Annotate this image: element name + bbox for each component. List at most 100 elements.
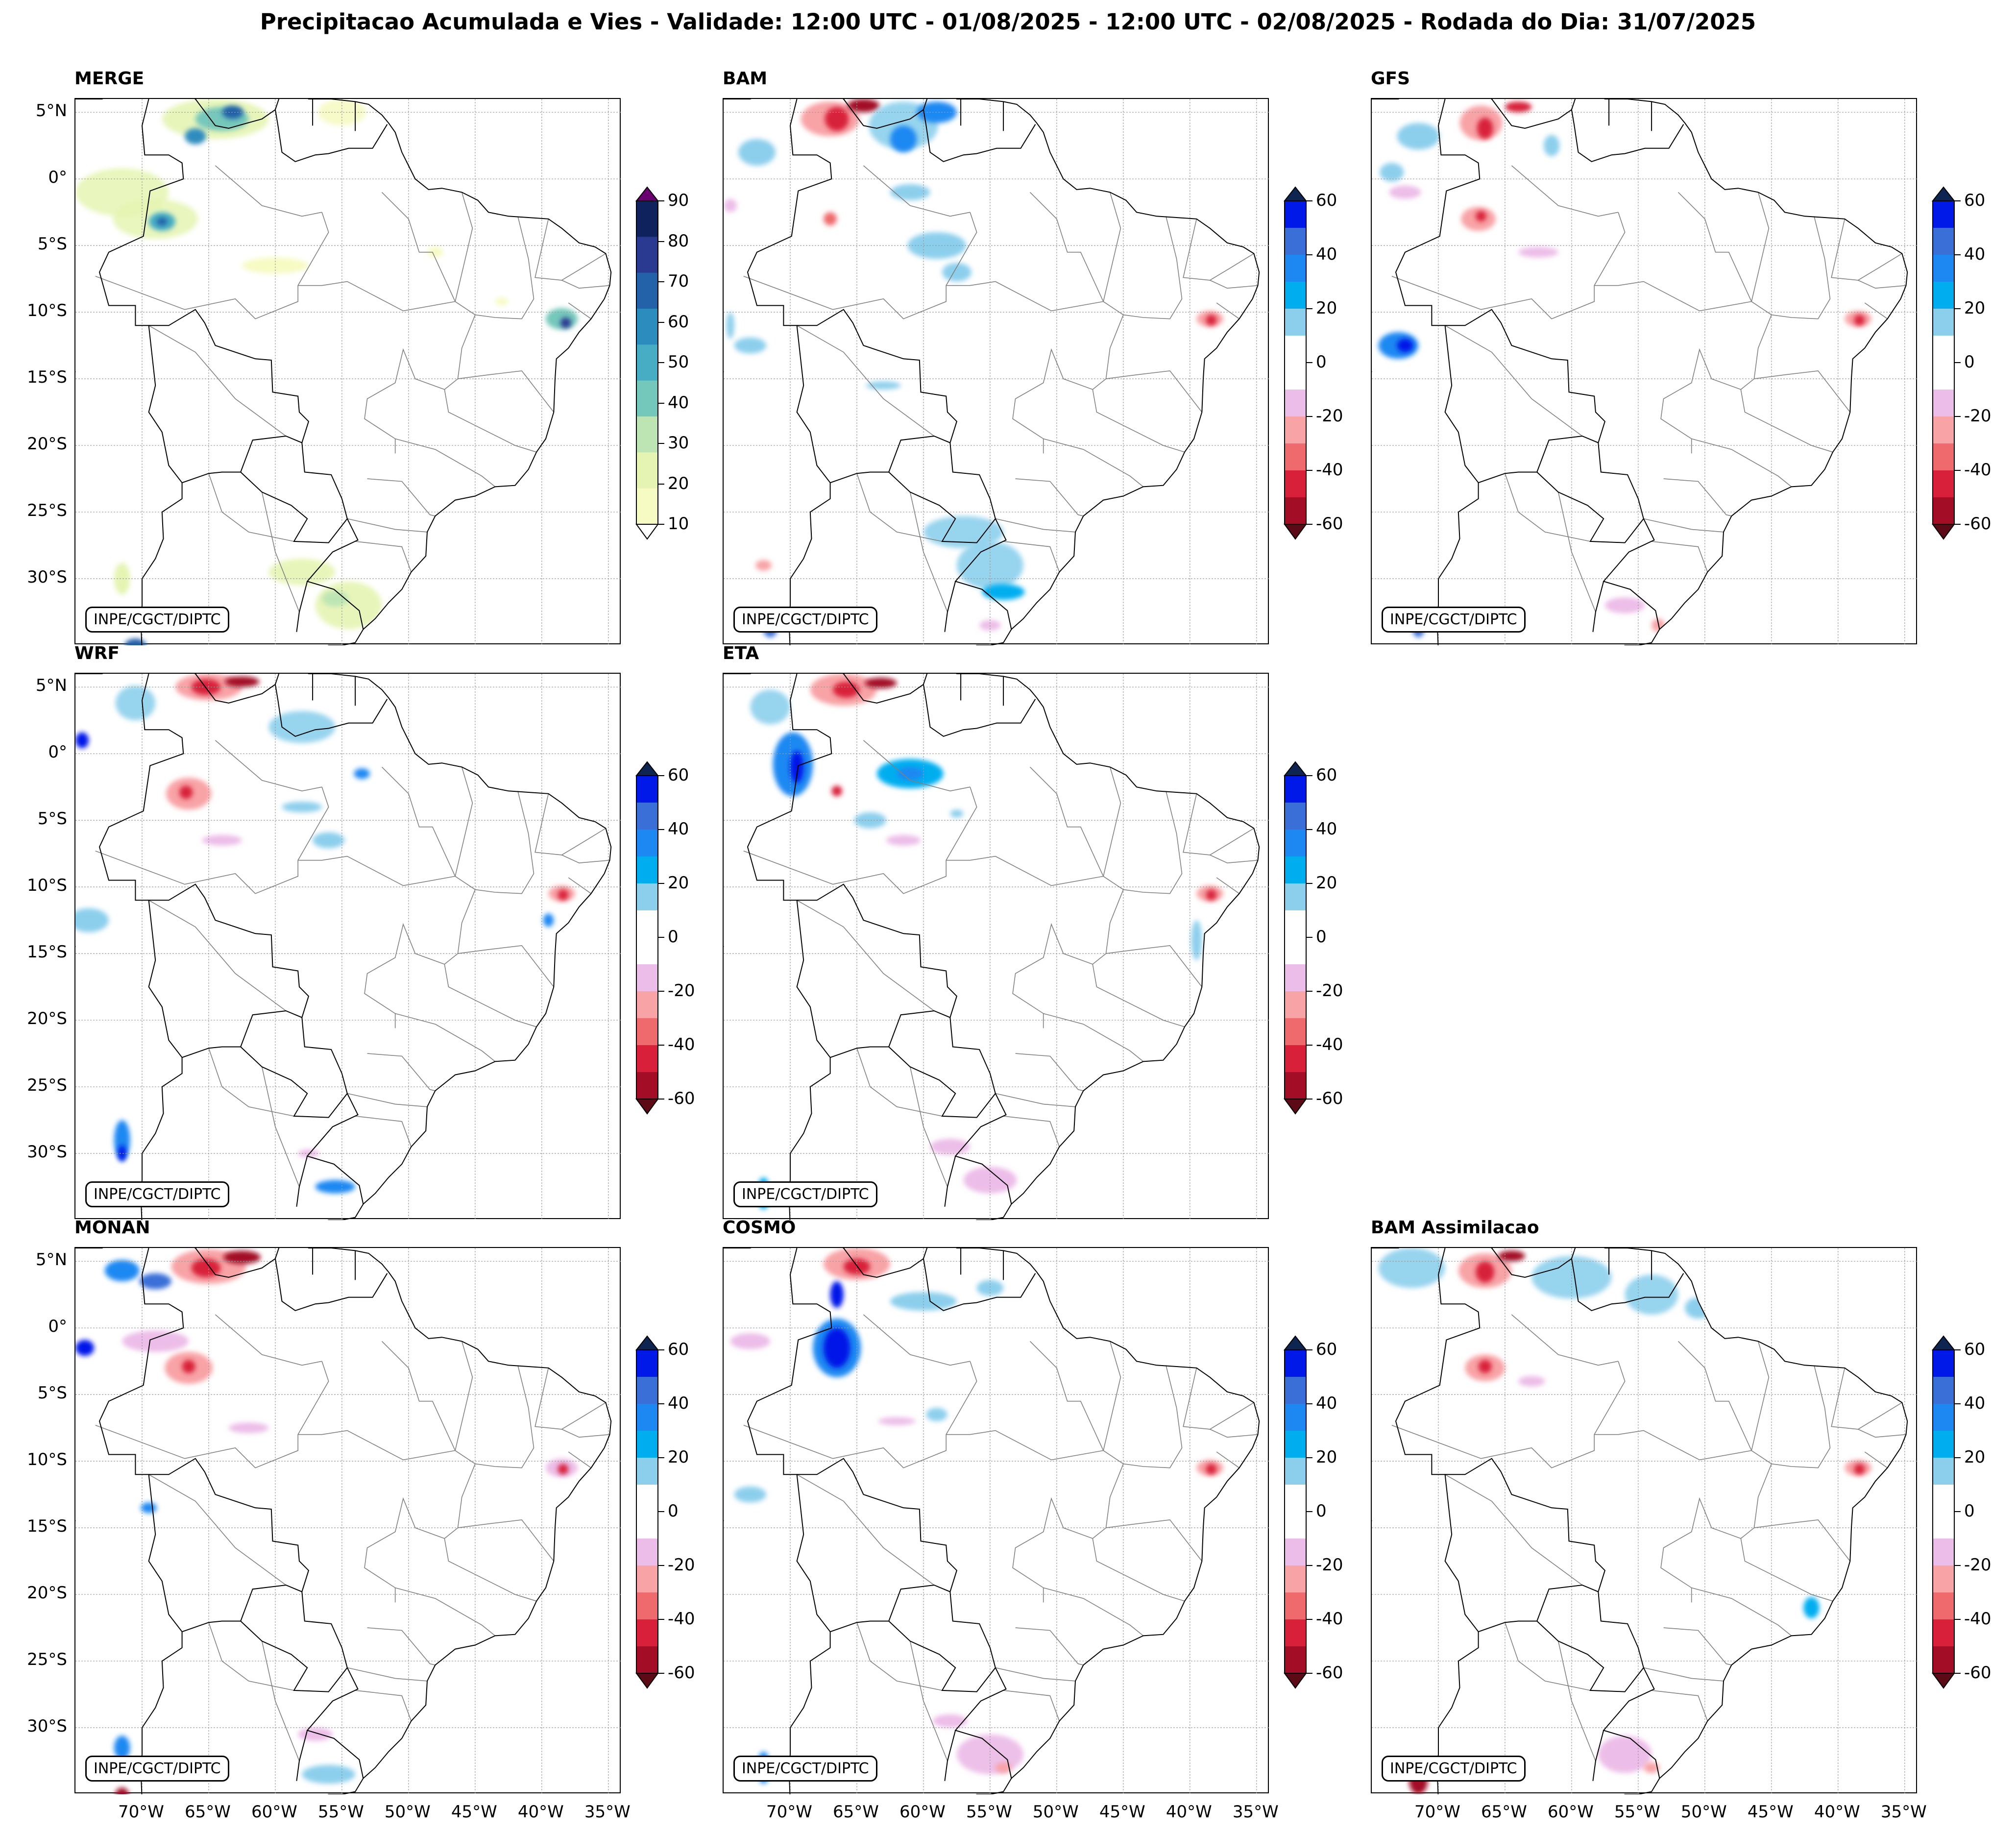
- precip-area: [313, 832, 345, 849]
- colorbar-tick: [1955, 308, 1961, 309]
- gridlines: [75, 674, 622, 1220]
- colorbar-segment: [636, 1619, 658, 1647]
- colorbar-tick: [1955, 1403, 1961, 1404]
- state-borders: [1391, 165, 1906, 612]
- lon-label: 70°W: [1414, 1802, 1460, 1822]
- colorbar-segment: [636, 776, 658, 803]
- colorbar-segment: [1285, 991, 1306, 1019]
- colorbar-segment: [1933, 1646, 1954, 1674]
- colorbar-tick-label: 0: [1964, 1501, 1975, 1521]
- colorbar-tick-label: 60: [668, 765, 689, 785]
- colorbar-max-arrow: [635, 1335, 659, 1350]
- colorbar-segment: [636, 380, 658, 417]
- colorbar-tick: [658, 281, 664, 282]
- country-borders: [1395, 1248, 1684, 1794]
- precip-area: [354, 768, 370, 779]
- state-borders: [1391, 1314, 1906, 1761]
- colorbar-segment: [1285, 1377, 1306, 1404]
- lat-label: 5°S: [37, 234, 67, 254]
- precip-area: [1380, 163, 1404, 182]
- lon-label: 50°W: [1680, 1802, 1727, 1822]
- colorbar-segment: [1285, 1646, 1306, 1674]
- colorbar-tick-label: -20: [668, 981, 695, 1001]
- colorbar-tick-label: 60: [668, 312, 689, 332]
- panel-title: BAM: [723, 69, 768, 89]
- gridlines: [1372, 1248, 1918, 1794]
- precip-area: [926, 1408, 947, 1421]
- country-borders: [98, 1248, 388, 1794]
- colorbar-segment: [636, 1565, 658, 1593]
- lon-label: 35°W: [1880, 1802, 1927, 1822]
- colorbar-tick: [658, 362, 664, 363]
- colorbar-segment: [1933, 1539, 1954, 1566]
- colorbar-min-arrow: [635, 524, 659, 540]
- colorbar-tick-label: -60: [668, 1663, 695, 1683]
- map-bam: INPE/CGCT/DIPTC: [723, 98, 1270, 645]
- precip-area: [1803, 1597, 1820, 1619]
- map-bamassim: INPE/CGCT/DIPTC: [1371, 1247, 1918, 1794]
- precip-area: [115, 1787, 129, 1794]
- colorbar-segment: [1285, 1018, 1306, 1046]
- precip-area: [734, 1486, 767, 1503]
- colorbar-tick: [658, 402, 664, 404]
- panel-title: ETA: [723, 643, 759, 663]
- map-cosmo: INPE/CGCT/DIPTC: [723, 1247, 1270, 1794]
- coastline: [1372, 1248, 1908, 1794]
- colorbar-segment: [1285, 1431, 1306, 1458]
- colorbar-tick-label: -20: [1316, 981, 1343, 1001]
- colorbar-segment: [1285, 1350, 1306, 1377]
- colorbar-segment: [636, 910, 658, 938]
- colorbar-tick-label: -40: [1964, 1609, 1992, 1629]
- lon-label: 45°W: [451, 1802, 497, 1822]
- precip-area: [1643, 1762, 1660, 1773]
- precip-area: [738, 139, 776, 166]
- colorbar-tick-label: 60: [1964, 1340, 1986, 1359]
- colorbar: [635, 761, 659, 1118]
- colorbar-tick: [1307, 416, 1312, 417]
- colorbar-tick: [658, 1403, 664, 1404]
- precip-area: [315, 1180, 356, 1194]
- colorbar-min-arrow: [635, 1099, 659, 1115]
- precip-area: [298, 1728, 333, 1741]
- credit-label: INPE/CGCT/DIPTC: [85, 1756, 229, 1782]
- colorbar-segment: [1285, 1072, 1306, 1100]
- colorbar-tick: [1307, 883, 1312, 884]
- colorbar-segment: [636, 883, 658, 911]
- colorbar-tick: [1955, 1457, 1961, 1458]
- panel-title: MERGE: [74, 69, 145, 89]
- colorbar-segment: [1285, 497, 1306, 525]
- precip-area: [75, 1340, 95, 1356]
- colorbar-segment: [1933, 282, 1954, 309]
- colorbar-tick: [658, 883, 664, 884]
- colorbar-tick: [1955, 416, 1961, 417]
- lon-label: 55°W: [966, 1802, 1012, 1822]
- coastline: [75, 99, 612, 645]
- colorbar-segment: [1285, 1539, 1306, 1566]
- colorbar-tick-label: -20: [1964, 406, 1992, 426]
- colorbar-tick: [1307, 524, 1312, 525]
- colorbar-max-arrow: [1931, 186, 1956, 201]
- colorbar-tick-label: 60: [1964, 191, 1986, 210]
- panel-title: BAM Assimilacao: [1371, 1218, 1539, 1238]
- colorbar-tick-label: 10: [668, 514, 689, 534]
- colorbar-tick-label: 60: [1316, 765, 1337, 785]
- lon-label: 60°W: [1547, 1802, 1594, 1822]
- colorbar-min-arrow: [1284, 1673, 1307, 1689]
- precip-area: [75, 732, 89, 749]
- precip-area: [139, 1273, 171, 1290]
- colorbar-tick: [1307, 775, 1312, 776]
- lon-label: 60°W: [899, 1802, 946, 1822]
- coastline: [724, 1248, 1260, 1794]
- lon-label: 40°W: [1166, 1802, 1212, 1822]
- colorbar-tick: [658, 1457, 664, 1458]
- colorbar-tick: [658, 241, 664, 242]
- colorbar-tick: [658, 829, 664, 830]
- colorbar-tick-label: -40: [1316, 460, 1343, 480]
- colorbar-segment: [636, 201, 658, 237]
- credit-label: INPE/CGCT/DIPTC: [85, 1181, 229, 1207]
- precip-area: [543, 913, 554, 927]
- lat-label: 30°S: [27, 1142, 67, 1162]
- colorbar-tick-label: 0: [668, 1501, 679, 1521]
- colorbar: [1931, 186, 1956, 543]
- lon-label: 35°W: [584, 1802, 631, 1822]
